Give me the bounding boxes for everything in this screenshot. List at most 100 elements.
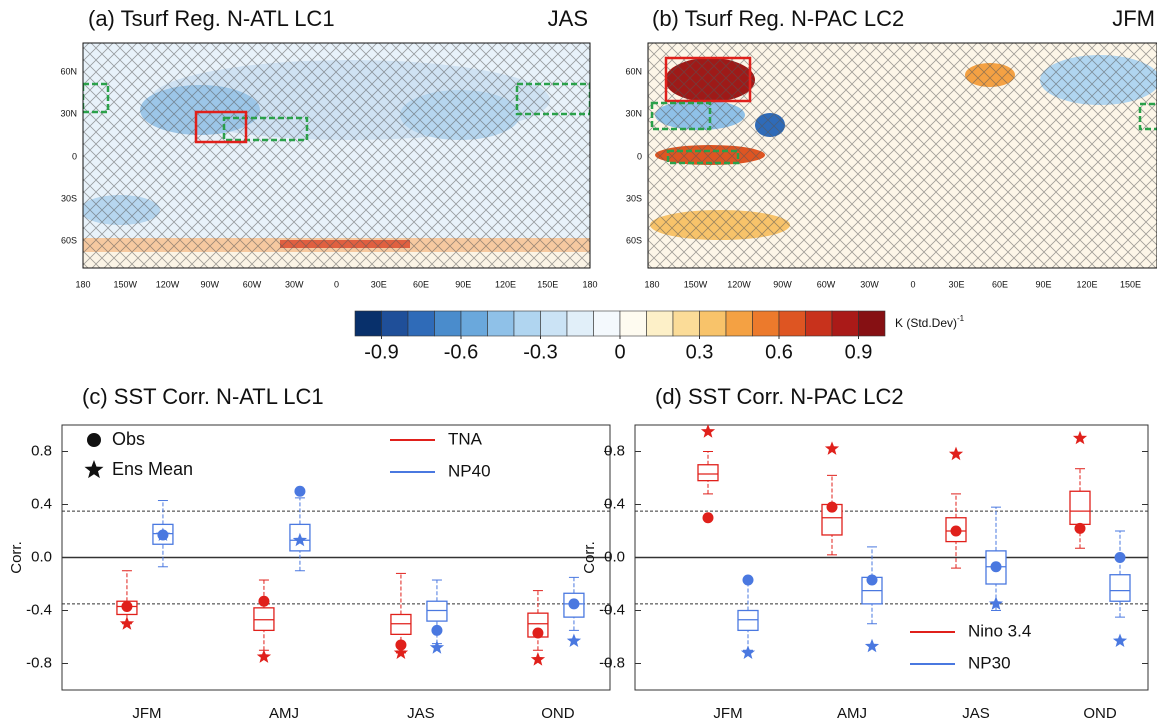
ens-mean-marker [566, 633, 582, 647]
ens-mean-marker [988, 596, 1004, 610]
box [1069, 490, 1091, 526]
ens-mean-marker [700, 424, 716, 438]
obs-marker [532, 627, 544, 639]
lon-label: 150W [684, 279, 708, 289]
lat-label: 0 [72, 151, 77, 161]
obs-marker [990, 561, 1002, 573]
lat-label: 30S [61, 193, 77, 203]
obs-marker [950, 525, 962, 537]
obs-marker [294, 485, 306, 497]
colorbar-cell [646, 310, 674, 337]
ens-mean-marker [256, 649, 272, 663]
box [253, 607, 275, 632]
map-season: JAS [548, 6, 588, 31]
colorbar-cell [513, 310, 541, 337]
ens-mean-marker [429, 640, 445, 654]
map-season: JFM [1112, 6, 1155, 31]
x-tick-label: JAS [962, 705, 990, 722]
lon-label: 180 [75, 279, 90, 289]
colorbar-cell [487, 310, 515, 337]
box [426, 600, 448, 622]
lon-label: 120E [495, 279, 516, 289]
y-tick-label: 0.4 [604, 495, 625, 512]
legend-label: NP40 [448, 461, 491, 480]
obs-marker [1114, 552, 1126, 563]
colorbar-cell [566, 310, 594, 337]
lon-label: 30E [371, 279, 387, 289]
colorbar-cell [672, 310, 700, 337]
lon-label: 180 [644, 279, 659, 289]
colorbar-tick-label: 0 [614, 341, 625, 363]
lat-label: 60S [626, 235, 642, 245]
colorbar-tick-label: -0.6 [444, 341, 478, 363]
colorbar-cell [858, 310, 886, 337]
ens-mean-marker [864, 638, 880, 653]
legend-label: Obs [112, 429, 145, 449]
y-tick-label: -0.4 [26, 601, 52, 618]
lon-label: 0 [910, 279, 915, 289]
ens-mean-marker [393, 645, 409, 659]
lat-label: 0 [637, 151, 642, 161]
lon-label: 90W [773, 279, 792, 289]
ens-mean-marker [292, 532, 308, 547]
x-tick-label: JFM [132, 705, 161, 722]
lon-label: 60W [243, 279, 262, 289]
y-tick-label: 0.4 [31, 495, 52, 512]
lon-label: 180 [582, 279, 597, 289]
chart-title: (c) SST Corr. N-ATL LC1 [82, 384, 324, 409]
lon-label: 120W [727, 279, 751, 289]
ens-mean-marker [530, 652, 546, 666]
obs-marker [866, 574, 878, 586]
legend-label: Nino 3.4 [968, 621, 1031, 640]
y-tick-label: 0.0 [31, 548, 52, 565]
colorbar-tick-label: -0.9 [364, 341, 398, 363]
lon-label: 90E [1035, 279, 1051, 289]
colorbar-tick-label: 0.6 [765, 341, 793, 363]
colorbar-cell [805, 310, 833, 337]
colorbar-tick-label: 0.9 [845, 341, 873, 363]
chart-title: (d) SST Corr. N-PAC LC2 [655, 384, 904, 409]
y-tick-label: 0.0 [604, 548, 625, 565]
map-frame [647, 42, 1157, 269]
colorbar-cell [354, 310, 382, 337]
lon-label: 30W [285, 279, 304, 289]
box [390, 613, 412, 635]
lon-label: 30E [948, 279, 964, 289]
y-axis-label: Corr. [581, 541, 598, 574]
y-tick-label: 0.8 [604, 442, 625, 459]
ens-mean-marker [740, 645, 756, 659]
obs-marker [702, 512, 714, 524]
x-tick-label: AMJ [269, 705, 299, 722]
obs-marker [121, 601, 133, 613]
colorbar-cell [699, 310, 727, 337]
colorbar-cell [381, 310, 409, 337]
lat-label: 60N [625, 66, 642, 76]
x-tick-label: JFM [713, 705, 742, 722]
colorbar-label-exponent: -1 [957, 314, 965, 323]
colorbar-label-text: K (Std.Dev) [895, 316, 957, 330]
lon-label: 120E [1076, 279, 1097, 289]
y-tick-label: -0.8 [26, 654, 52, 671]
lon-label: 120W [156, 279, 180, 289]
ens-mean-marker [119, 616, 135, 630]
lat-label: 30S [626, 193, 642, 203]
map-b [648, 43, 1157, 268]
ens-mean-marker [1112, 633, 1128, 647]
colorbar-cell [725, 310, 753, 337]
box [697, 464, 719, 482]
colorbar-cell [434, 310, 462, 337]
colorbar-label: K (Std.Dev)-1 [895, 314, 965, 330]
lat-label: 60N [60, 66, 77, 76]
legend-obs-marker [87, 433, 101, 447]
ens-mean-marker [155, 527, 171, 541]
colorbar-cell [831, 310, 859, 337]
y-tick-label: 0.8 [31, 442, 52, 459]
lon-label: 150E [537, 279, 558, 289]
ens-mean-marker [948, 446, 964, 461]
colorbar-tick-label: -0.3 [523, 341, 557, 363]
legend-label: Ens Mean [112, 459, 193, 479]
colorbar-cell [407, 310, 435, 337]
y-axis-label: Corr. [8, 541, 25, 574]
colorbar-cell [778, 310, 806, 337]
